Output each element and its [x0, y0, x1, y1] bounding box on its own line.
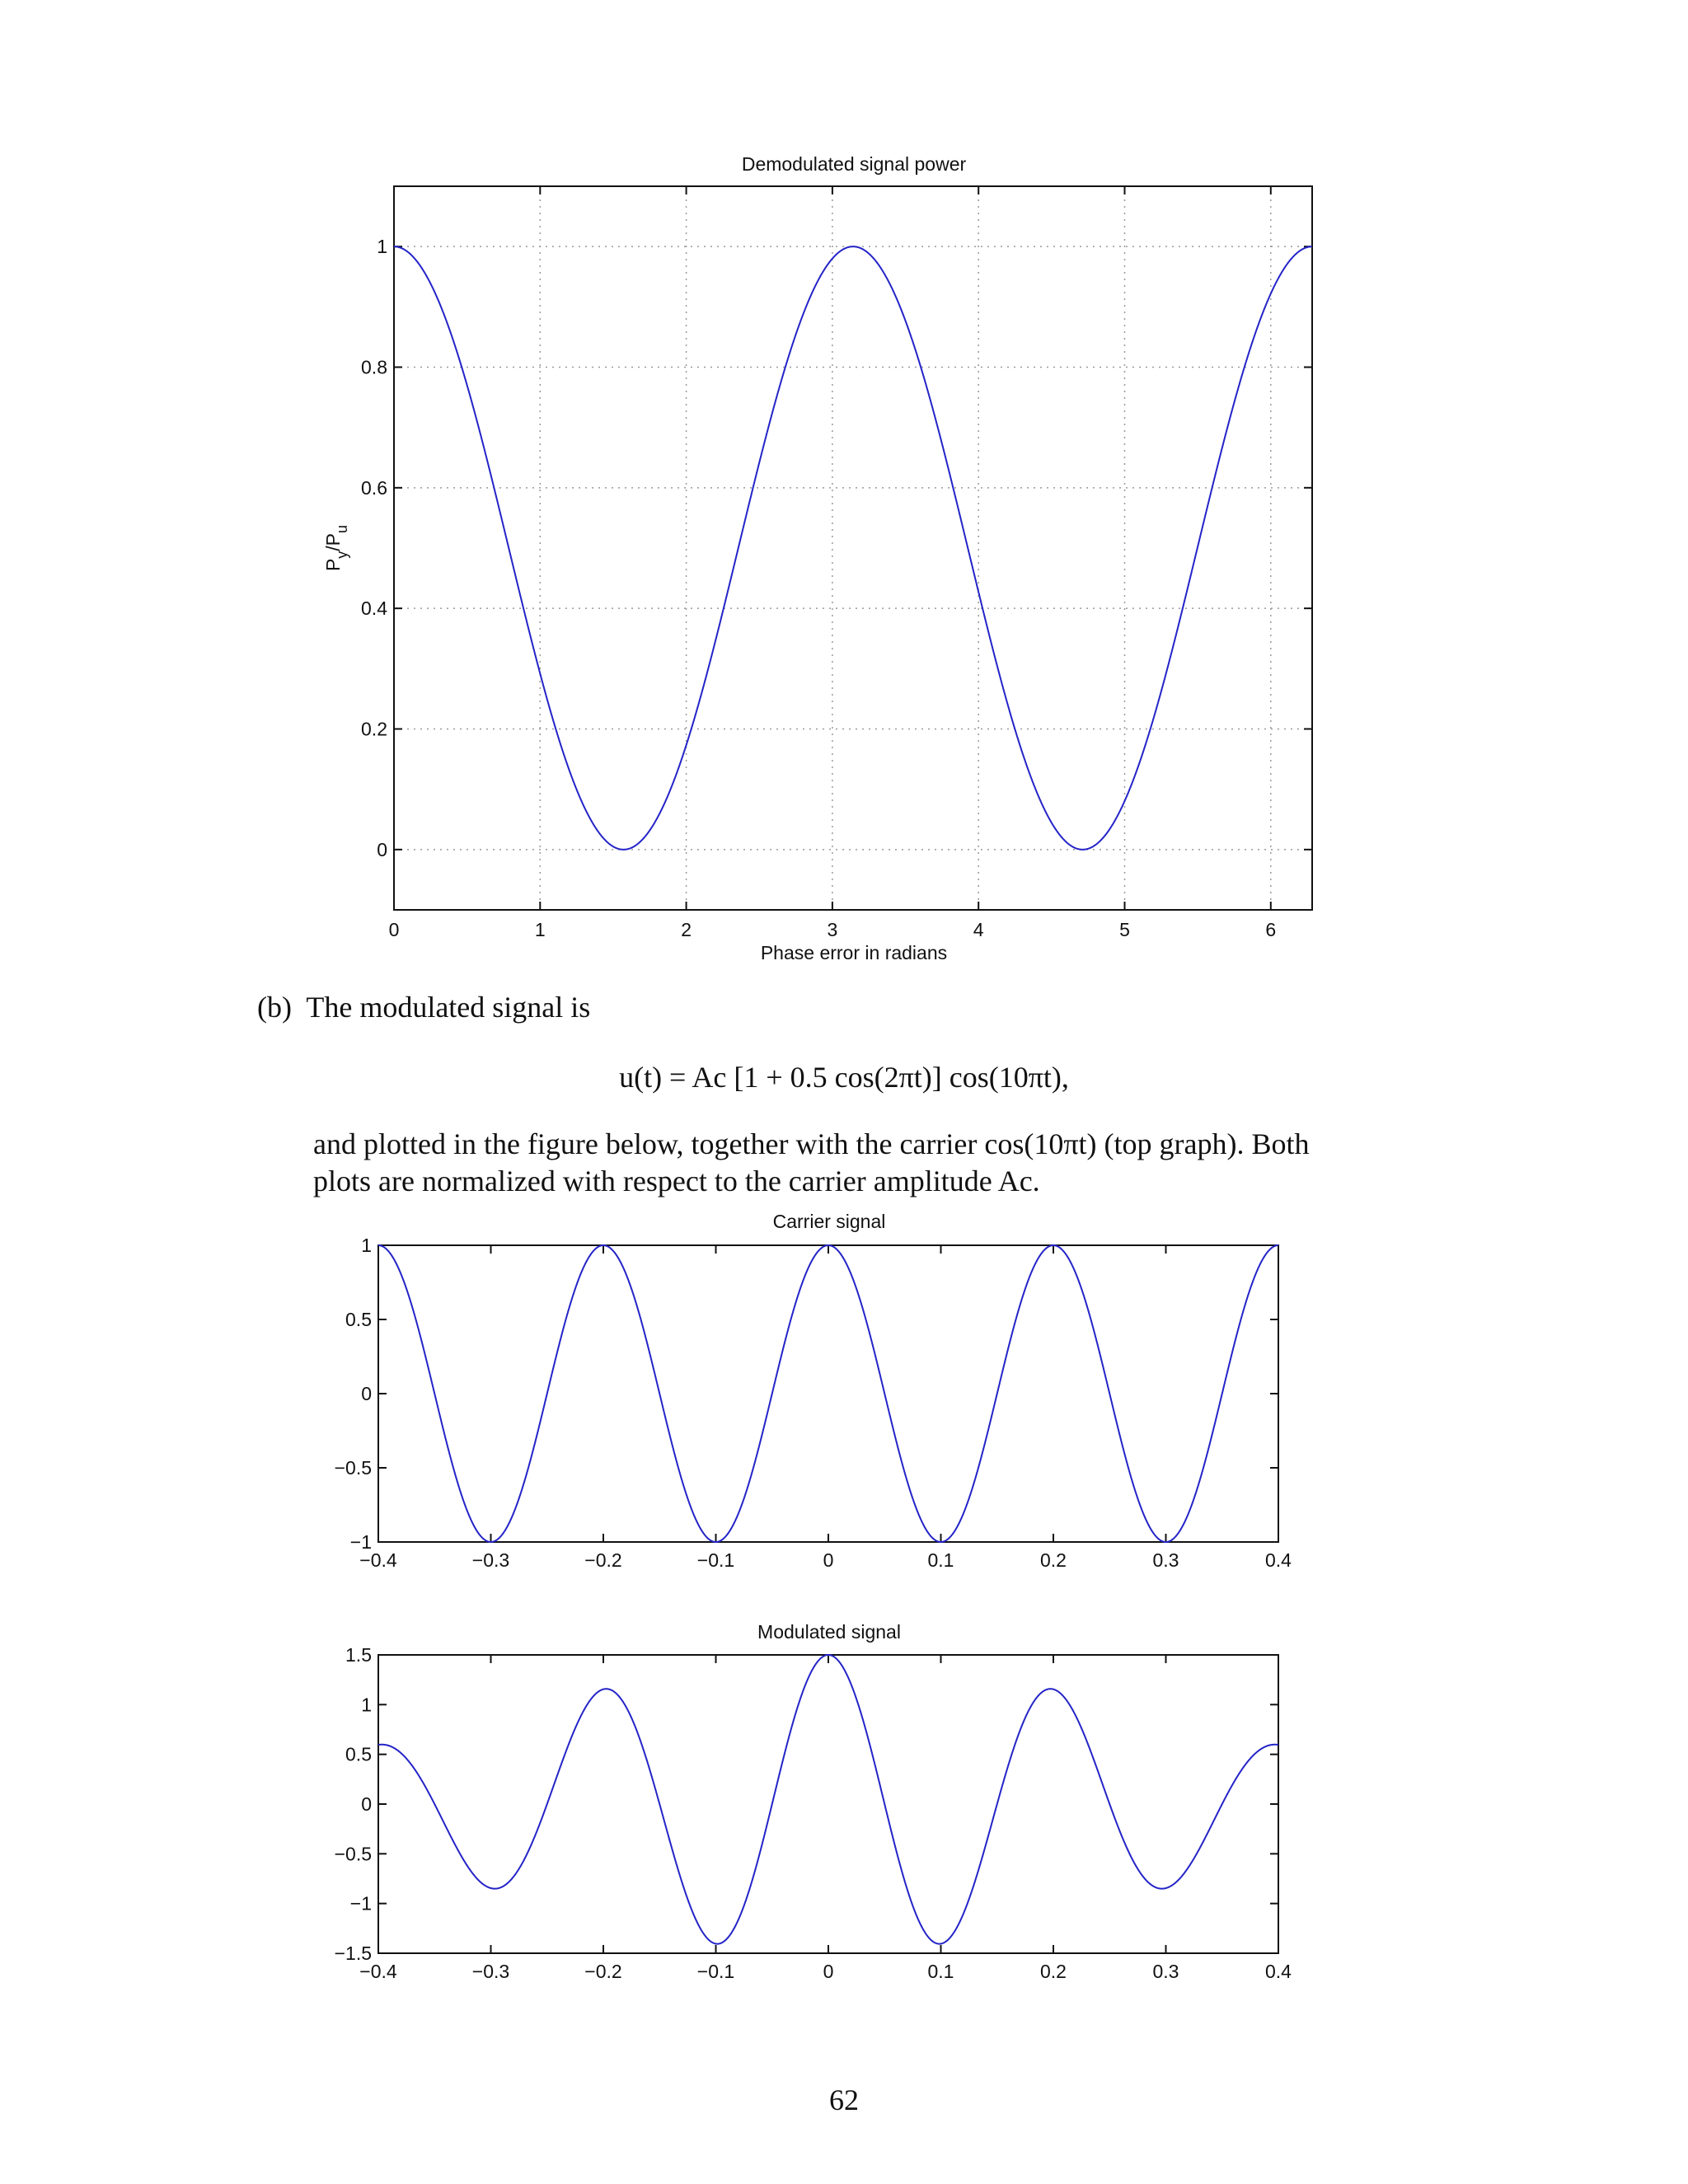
x-tick-label: 0.3: [1153, 1961, 1179, 1982]
item-b-intro: (b) The modulated signal is: [257, 989, 590, 1026]
y-tick-label: 0: [361, 1383, 372, 1404]
x-tick-label: 0.1: [928, 1961, 954, 1982]
y-tick-label: −1: [350, 1531, 372, 1553]
plot-frame: [377, 1244, 1279, 1543]
chart-title: Carrier signal: [773, 1211, 886, 1232]
x-tick-labels: 0 1 2 3 4 5 6: [389, 919, 1277, 940]
x-tick-label: 2: [681, 919, 692, 940]
svg-text:Py/Pu: Py/Pu: [322, 525, 350, 571]
x-tick-label: 0.2: [1040, 1549, 1067, 1571]
y-tick-label: −1.5: [335, 1943, 372, 1964]
y-tick-label: 1: [361, 1694, 372, 1715]
modulated-signal-chart: Modulated signal −0.4 −0.3 −0.2 −0.1 0 0.1 0.2…: [335, 1621, 1292, 1982]
body-text-line-2: plots are normalized with respect to the…: [313, 1165, 1040, 1197]
x-tick-label: 0.1: [928, 1549, 954, 1571]
y-tick-label: 0.5: [345, 1309, 372, 1330]
y-tick-label: 0.5: [345, 1744, 372, 1765]
x-tick-label: 1: [535, 919, 546, 940]
y-label-sub2: u: [334, 525, 350, 533]
y-label-sep: /P: [322, 533, 344, 551]
y-tick-label: 0.4: [361, 598, 387, 619]
carrier-signal-chart: Carrier signal −0.4 −0.3 −0.2 −0.1 0 0.1 0.2 0.…: [335, 1211, 1292, 1571]
grid-lines: [394, 186, 1312, 910]
plot-frame: [377, 1654, 1279, 1954]
x-tick-label: −0.1: [697, 1961, 734, 1982]
x-tick-label: −0.1: [697, 1549, 734, 1571]
y-tick-label: 0: [377, 839, 387, 860]
y-tick-labels: −1.5 −1 −0.5 0 0.5 1 1.5: [335, 1644, 372, 1964]
plot-frame: [393, 185, 1313, 911]
x-tick-labels: −0.4 −0.3 −0.2 −0.1 0 0.1 0.2 0.3 0.4: [359, 1549, 1292, 1571]
y-tick-label: 1: [377, 236, 387, 257]
y-tick-label: 0.6: [361, 477, 387, 499]
x-tick-label: 0: [823, 1549, 834, 1571]
modulated-curve: [377, 1653, 1279, 1945]
x-tick-label: −0.4: [359, 1961, 397, 1982]
x-tick-label: −0.3: [472, 1961, 509, 1982]
chart-title: Modulated signal: [757, 1621, 901, 1643]
y-tick-label: 0: [361, 1793, 372, 1815]
x-tick-label: 0: [389, 919, 400, 940]
x-axis-label: Phase error in radians: [761, 942, 947, 963]
x-tick-label: 0.2: [1040, 1961, 1067, 1982]
y-tick-label: 0.8: [361, 357, 387, 378]
y-tick-labels: 0 0.2 0.4 0.6 0.8 1: [361, 236, 387, 860]
y-tick-labels: −1 −0.5 0 0.5 1: [335, 1235, 372, 1553]
y-tick-label: −0.5: [335, 1457, 372, 1479]
chart-title: Demodulated signal power: [742, 153, 967, 175]
x-tick-label: 6: [1265, 919, 1276, 940]
x-tick-label: −0.2: [584, 1961, 621, 1982]
x-tick-label: 3: [827, 919, 837, 940]
intro-text: The modulated signal is: [306, 991, 591, 1024]
x-tick-labels: −0.4 −0.3 −0.2 −0.1 0 0.1 0.2 0.3 0.4: [359, 1961, 1292, 1982]
x-tick-label: 0.3: [1153, 1549, 1179, 1571]
tick-marks: [377, 1654, 1279, 1954]
x-tick-label: −0.4: [359, 1549, 397, 1571]
modulated-equation: u(t) = Ac [1 + 0.5 cos(2πt)] cos(10πt),: [619, 1061, 1069, 1094]
carrier-curve: [377, 1244, 1279, 1544]
x-tick-label: 4: [973, 919, 984, 940]
y-tick-label: 1: [361, 1235, 372, 1256]
y-tick-label: 1.5: [345, 1644, 372, 1666]
power-curve: [394, 246, 1312, 851]
x-tick-label: 0: [823, 1961, 834, 1982]
tick-marks: [393, 186, 1312, 910]
x-tick-label: 0.4: [1265, 1549, 1292, 1571]
y-axis-label: Py/Pu: [322, 525, 350, 571]
y-tick-label: −0.5: [335, 1843, 372, 1864]
y-label-sub1: y: [334, 551, 350, 559]
x-tick-label: 5: [1119, 919, 1130, 940]
y-label-main: P: [322, 559, 344, 571]
item-label: (b): [257, 991, 292, 1024]
x-tick-label: 0.4: [1265, 1961, 1292, 1982]
x-tick-label: −0.3: [472, 1549, 509, 1571]
tick-marks: [377, 1244, 1279, 1543]
demodulated-power-chart: Demodulated signal power 0 1 2 3 4 5 6 0 0.2 0.4…: [322, 153, 1313, 963]
body-text-line-1: and plotted in the figure below, togethe…: [313, 1127, 1310, 1160]
y-tick-label: 0.2: [361, 719, 387, 740]
x-tick-label: −0.2: [584, 1549, 621, 1571]
y-tick-label: −1: [350, 1893, 372, 1915]
page-number: 62: [829, 2083, 859, 2116]
